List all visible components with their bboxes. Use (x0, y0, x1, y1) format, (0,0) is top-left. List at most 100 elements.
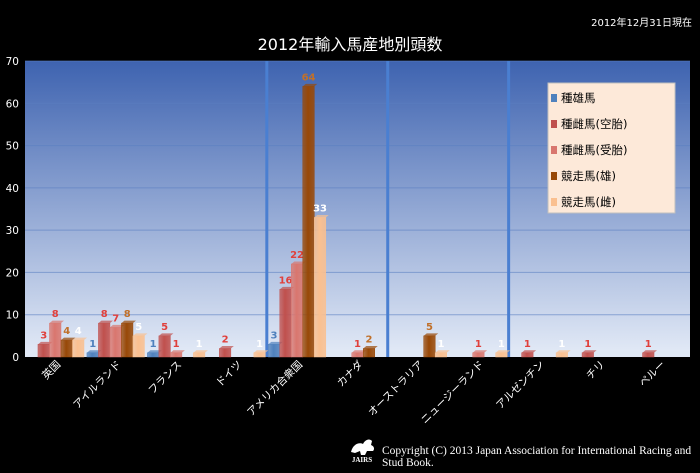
bar-2-2 (170, 352, 183, 358)
bar-top (556, 350, 571, 353)
bar-0-4 (268, 344, 281, 358)
bar-1-9 (581, 352, 594, 358)
data-label: 7 (112, 313, 119, 324)
legend-label: 種雄馬 (561, 91, 596, 105)
bar-top (49, 320, 64, 324)
legend-label: 競走馬(雌) (561, 195, 616, 209)
y-tick-label: 20 (6, 267, 19, 279)
bar-top (472, 350, 488, 353)
bar-3-0 (60, 339, 73, 358)
x-tick-label: 英国 (39, 358, 63, 382)
y-tick-label: 0 (12, 352, 19, 364)
bar-4-8 (555, 352, 568, 358)
data-label: 1 (173, 339, 180, 350)
legend-label: 種雌馬(空胎) (561, 117, 627, 131)
bar-1-4 (279, 289, 292, 358)
bar-4-6 (434, 352, 447, 358)
bar-1-3 (219, 348, 232, 358)
x-tick-label: ペルー (637, 359, 668, 390)
data-label: 3 (40, 330, 47, 341)
data-label: 1 (256, 339, 263, 350)
data-label: 2 (366, 335, 373, 346)
bar-top (302, 83, 318, 87)
data-label: 1 (150, 339, 157, 350)
bar-top (253, 350, 269, 353)
bar-0-1 (86, 352, 99, 358)
bar-1-2 (158, 335, 171, 358)
bar-1-1 (98, 322, 111, 358)
date-note: 2012年12月31日現在 (591, 18, 692, 29)
y-tick-label: 60 (6, 98, 19, 110)
data-label: 1 (354, 339, 361, 350)
data-label: 1 (645, 339, 652, 350)
data-label: 5 (426, 322, 433, 333)
bar-1-10 (642, 352, 655, 358)
x-tick-label: ドイツ (214, 359, 245, 390)
bar-top (423, 333, 439, 336)
bar-top (60, 337, 76, 341)
x-tick-label: アイルランド (71, 359, 124, 412)
data-label: 22 (290, 250, 304, 261)
legend-swatch (551, 120, 557, 128)
bar-top (86, 350, 102, 353)
bar-4-2 (193, 352, 206, 358)
data-label: 4 (75, 326, 82, 337)
chart-title: 2012年輸入馬産地別頭数 (257, 35, 443, 54)
bar-2-0 (49, 322, 62, 358)
legend-swatch (551, 146, 557, 154)
x-tick-label: カナダ (334, 358, 366, 390)
bar-1-0 (37, 344, 50, 358)
data-label: 64 (302, 72, 316, 83)
data-label: 33 (313, 203, 327, 214)
bar-4-0 (72, 339, 85, 358)
bar-top (109, 324, 125, 328)
bar-top (279, 286, 295, 290)
bar-0-2 (147, 352, 160, 358)
x-tick-label: オーストラリア (366, 359, 426, 419)
bar-top (170, 350, 185, 353)
bar-top (98, 320, 113, 324)
bar-4-1 (132, 335, 145, 358)
data-label: 1 (437, 339, 444, 350)
x-tick-label: アメリカ合衆国 (244, 358, 305, 419)
bar-top (314, 214, 329, 218)
bar-top (132, 333, 148, 336)
x-tick-label: アルゼンチン (494, 359, 547, 412)
data-label: 4 (63, 326, 70, 337)
data-label: 1 (498, 339, 505, 350)
bar-top (121, 320, 136, 324)
legend-swatch (551, 172, 557, 180)
bar-top (219, 346, 234, 349)
legend-swatch (551, 198, 557, 206)
bar-3-6 (423, 335, 436, 358)
bar-top (351, 350, 367, 353)
legend (547, 82, 676, 214)
bar-2-4 (291, 263, 304, 358)
bar-top (291, 261, 306, 264)
bar-top (363, 346, 378, 349)
bar-top (642, 350, 658, 353)
x-tick-label: フランス (146, 359, 184, 397)
bar-3-5 (363, 348, 375, 358)
legend-label: 種雌馬(受胎) (561, 143, 627, 157)
data-label: 16 (279, 275, 293, 286)
data-label: 1 (89, 339, 96, 350)
bar-top (158, 333, 174, 336)
bar-top (435, 350, 450, 353)
legend-swatch (551, 94, 557, 102)
data-label: 1 (475, 339, 482, 350)
data-label: 1 (558, 339, 565, 350)
bar-1-8 (521, 352, 534, 358)
data-label: 8 (101, 309, 108, 320)
bar-top (582, 350, 597, 353)
bar-top (495, 350, 511, 353)
data-label: 1 (196, 339, 203, 350)
bar-top (521, 350, 537, 353)
x-tick-label: チリ (584, 359, 607, 382)
y-tick-label: 50 (6, 141, 19, 153)
data-label: 5 (161, 322, 168, 333)
bar-3-1 (121, 322, 134, 358)
bar-top (268, 341, 283, 345)
